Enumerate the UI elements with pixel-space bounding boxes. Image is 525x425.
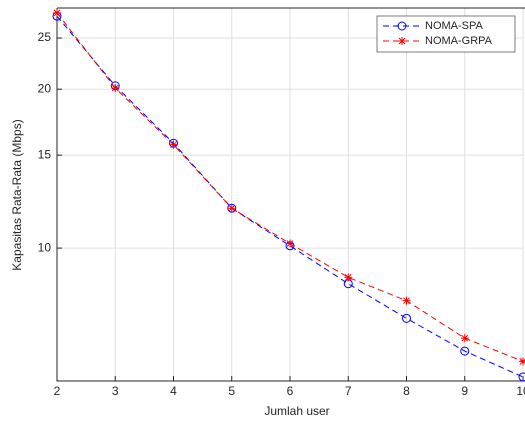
legend: NOMA-SPA NOMA-GRPA	[376, 15, 516, 53]
marker	[111, 84, 120, 93]
y-tick-label: 20	[38, 81, 52, 95]
marker	[460, 346, 470, 356]
x-tick-label: 6	[287, 384, 294, 398]
marker	[227, 204, 236, 213]
x-tick-label: 3	[112, 384, 119, 398]
marker	[402, 313, 411, 323]
x-axis-label: Jumlah user	[264, 404, 329, 418]
x-tick-label: 5	[228, 384, 235, 398]
x-tick-label: 9	[461, 384, 468, 398]
x-tick-label: 7	[345, 384, 352, 398]
series-line	[56, 15, 524, 378]
marker	[53, 8, 61, 17]
y-tick-label: 25	[38, 30, 52, 44]
marker	[519, 357, 525, 366]
x-tick-label: 2	[54, 384, 61, 398]
y-tick-label: 10	[38, 240, 52, 254]
marker	[169, 140, 178, 149]
x-tick-label: 8	[403, 384, 410, 398]
x-tick-label: 10	[516, 384, 525, 398]
marker	[397, 21, 407, 31]
marker	[344, 273, 353, 282]
y-axis-label: Kapasitas Rata-Rata (Mbps)	[10, 119, 24, 270]
legend-label: NOMA-GRPA	[425, 35, 493, 47]
marker	[460, 334, 469, 343]
marker	[398, 37, 406, 45]
marker	[286, 239, 294, 248]
y-tick-label: 15	[38, 147, 52, 161]
axes-box	[56, 7, 525, 382]
legend-label: NOMA-SPA	[425, 20, 484, 32]
marker	[402, 296, 411, 305]
x-tick-label: 4	[170, 384, 177, 398]
marker	[518, 372, 525, 382]
